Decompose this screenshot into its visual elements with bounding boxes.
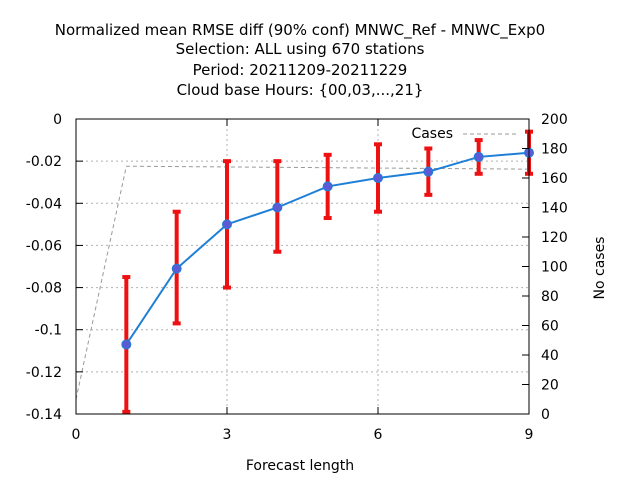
chart-title: Normalized mean RMSE diff (90% conf) MNW… bbox=[55, 21, 545, 99]
grid bbox=[76, 119, 529, 414]
y-tick-label: -0.08 bbox=[26, 281, 62, 297]
data-point bbox=[222, 219, 232, 230]
y-tick-label: -0.1 bbox=[35, 323, 62, 339]
y2-tick-label: 0 bbox=[541, 407, 550, 423]
x-tick-label: 3 bbox=[223, 427, 232, 443]
data-point bbox=[473, 151, 484, 162]
y-tick-label: -0.02 bbox=[26, 154, 62, 170]
data-point bbox=[373, 173, 383, 183]
title-line-4: Cloud base Hours: {00,03,...,21} bbox=[177, 81, 424, 99]
title-line-2: Selection: ALL using 670 stations bbox=[176, 40, 425, 58]
legend: Cases bbox=[411, 126, 518, 142]
y2-tick-label: 80 bbox=[541, 289, 559, 305]
title-line-3: Period: 20211209-20211229 bbox=[193, 61, 408, 79]
y2-tick-label: 140 bbox=[541, 201, 568, 217]
data-point bbox=[423, 166, 434, 177]
y2-tick-label: 60 bbox=[541, 319, 559, 335]
cases-series bbox=[75, 165, 530, 400]
x-tick-label: 9 bbox=[525, 427, 534, 443]
y-axis-ticks: 0 -0.02 -0.04 -0.06 -0.08 -0.1 -0.12 -0.14 bbox=[26, 112, 83, 423]
x-axis-ticks: 0 3 6 9 bbox=[72, 119, 534, 443]
data-point bbox=[272, 202, 283, 213]
y2-tick-label: 200 bbox=[541, 112, 568, 128]
legend-label-cases: Cases bbox=[411, 126, 453, 142]
y2-tick-label: 20 bbox=[541, 378, 559, 394]
y2-axis-ticks: 0 20 40 60 80 100 120 140 160 180 200 bbox=[522, 112, 568, 423]
y-tick-label: -0.04 bbox=[26, 196, 62, 212]
error-bars bbox=[122, 129, 533, 414]
data-point bbox=[171, 263, 182, 274]
x-tick-label: 0 bbox=[72, 427, 81, 443]
y2-tick-label: 180 bbox=[541, 142, 568, 158]
y-tick-label: -0.14 bbox=[26, 407, 62, 423]
y2-tick-label: 160 bbox=[541, 171, 568, 187]
title-line-1: Normalized mean RMSE diff (90% conf) MNW… bbox=[55, 21, 545, 40]
cases-line bbox=[75, 165, 530, 400]
y2-tick-label: 100 bbox=[541, 260, 568, 276]
y-tick-label: -0.12 bbox=[26, 365, 62, 381]
x-axis-label: Forecast length bbox=[246, 458, 354, 474]
plot-frame bbox=[75, 118, 530, 415]
data-point bbox=[121, 339, 132, 350]
y2-axis-label: No cases bbox=[592, 237, 608, 300]
mean-series bbox=[121, 147, 534, 350]
y2-tick-label: 120 bbox=[541, 230, 568, 246]
x-tick-label: 6 bbox=[374, 427, 383, 443]
data-point bbox=[322, 181, 333, 192]
y-tick-label: -0.06 bbox=[26, 238, 62, 254]
y-tick-label: 0 bbox=[53, 112, 62, 128]
y2-tick-label: 40 bbox=[541, 348, 559, 364]
